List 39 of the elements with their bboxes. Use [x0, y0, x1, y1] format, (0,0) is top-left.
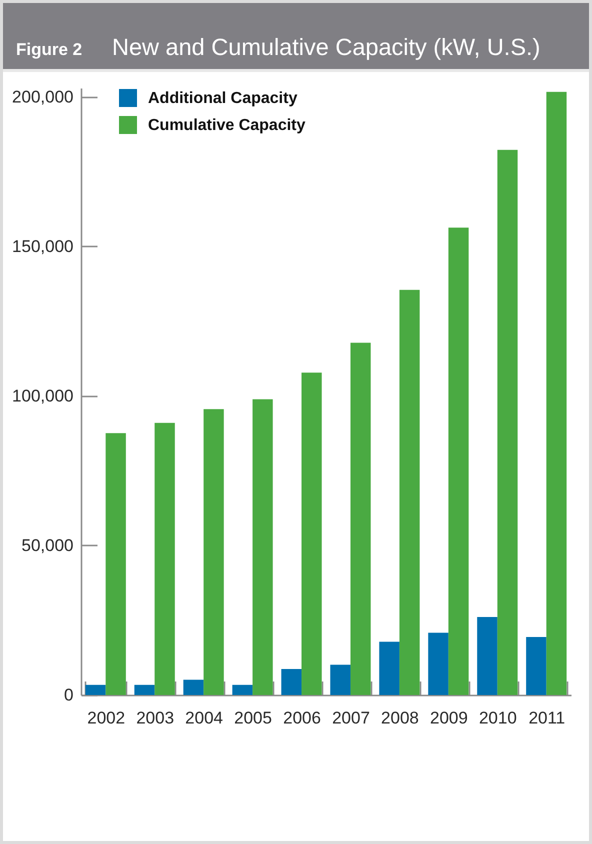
y-tick-label: 50,000: [22, 536, 74, 555]
y-tick-label: 150,000: [12, 236, 74, 256]
legend-label: Cumulative Capacity: [148, 117, 306, 134]
x-tick-label: 2006: [283, 708, 321, 728]
bar: [379, 642, 400, 695]
y-tick-label: 200,000: [12, 87, 74, 106]
bar: [154, 422, 175, 695]
bar: [302, 372, 322, 695]
bar: [106, 433, 126, 695]
chart-title: New and Cumulative Capacity (kW, U.S.): [112, 34, 540, 61]
x-tick-label: 2008: [381, 708, 419, 728]
y-tick-label: 100,000: [12, 386, 74, 406]
x-tick-label: 2003: [136, 708, 174, 728]
bar: [399, 290, 420, 695]
bar: [281, 668, 302, 695]
bar: [350, 342, 371, 695]
x-tick-label: 2002: [87, 708, 126, 728]
x-tick-label: 2007: [332, 708, 370, 728]
bar: [252, 399, 273, 695]
bar: [330, 664, 350, 695]
y-tick-label: 0: [64, 686, 74, 704]
x-tick-label: 2011: [528, 708, 566, 728]
x-tick-label: 2005: [234, 708, 272, 728]
bar: [526, 636, 546, 695]
bar: [497, 150, 518, 695]
caption: Figure 2: [16, 40, 82, 60]
x-tick-label: 2009: [430, 708, 468, 728]
bar: [183, 680, 204, 695]
bar: [134, 684, 155, 695]
bar: [204, 409, 224, 695]
bar: [85, 684, 106, 695]
legend-label: Additional Capacity: [148, 90, 298, 107]
bar: [477, 616, 498, 695]
bar: [546, 92, 567, 695]
bar: [232, 684, 253, 695]
x-tick-label: 2004: [185, 708, 223, 728]
bar: [448, 228, 469, 695]
x-tick-label: 2010: [478, 708, 517, 728]
bar: [428, 632, 448, 695]
